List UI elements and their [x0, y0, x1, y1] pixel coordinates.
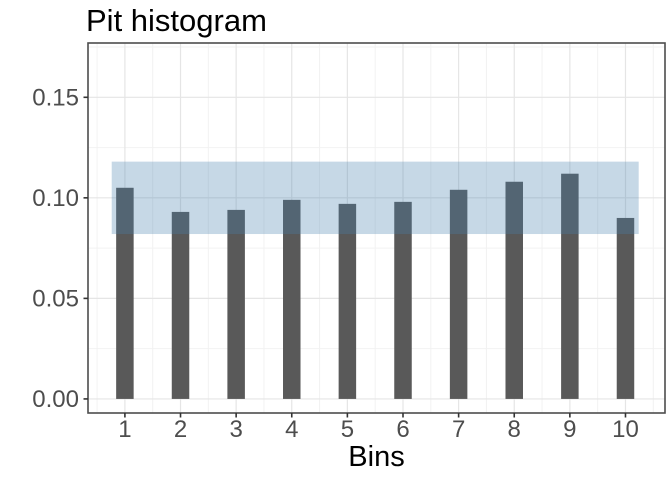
confidence-band — [111, 161, 639, 235]
histogram-bar-6 — [394, 201, 412, 399]
x-tick-label: 6 — [396, 416, 409, 443]
x-tick-label: 4 — [285, 416, 298, 443]
x-tick-label: 8 — [508, 416, 521, 443]
x-tick-label: 5 — [341, 416, 354, 443]
x-tick-label: 10 — [612, 416, 639, 443]
x-axis-title: Bins — [348, 441, 405, 473]
chart-title: Pit histogram — [86, 3, 267, 38]
histogram-bar-8 — [505, 181, 523, 399]
y-tick-label: 0.10 — [32, 185, 79, 212]
panel-border — [87, 42, 666, 414]
histogram-bar-5 — [338, 203, 357, 399]
x-tick-label: 9 — [563, 416, 576, 443]
histogram-bar-1 — [116, 187, 134, 399]
histogram-bar-3 — [227, 209, 245, 399]
x-tick-label: 3 — [229, 416, 242, 443]
y-tick-label: 0.00 — [32, 386, 79, 413]
histogram-bar-2 — [171, 211, 190, 399]
x-tick-label: 2 — [174, 416, 187, 443]
histogram-bar-7 — [449, 189, 468, 399]
histogram-bar-9 — [561, 173, 579, 399]
histogram-bar-4 — [283, 199, 301, 399]
x-tick-label: 1 — [118, 416, 131, 443]
histogram-bar-10 — [616, 217, 635, 399]
y-tick-label: 0.05 — [32, 285, 79, 312]
x-tick-label: 7 — [452, 416, 465, 443]
y-tick-label: 0.15 — [32, 84, 79, 111]
